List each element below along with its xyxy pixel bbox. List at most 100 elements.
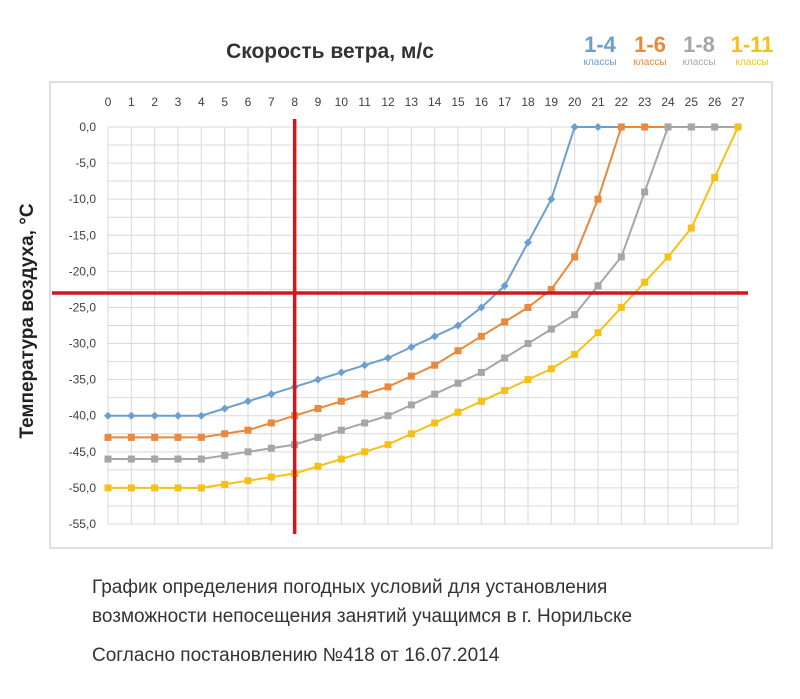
point-1-6-7 xyxy=(267,419,275,427)
y-tick-label-9: -45,0 xyxy=(69,445,97,459)
plot-frame xyxy=(49,81,773,549)
legend-item-1-11: 1-11 классы xyxy=(723,32,781,69)
x-tick-label-4: 4 xyxy=(198,95,205,109)
legend-key-1-8: 1-8 xyxy=(683,32,715,57)
series-line-1-8 xyxy=(108,126,738,461)
point-1-8-17 xyxy=(501,354,509,362)
x-tick-label-18: 18 xyxy=(521,95,535,109)
x-tick-label-0: 0 xyxy=(105,95,112,109)
point-1-8-3 xyxy=(174,455,182,463)
point-1-4-6 xyxy=(244,397,252,406)
caption-line-1: График определения погодных условий для … xyxy=(92,577,608,598)
point-1-4-20 xyxy=(570,123,579,131)
point-1-8-2 xyxy=(151,455,159,463)
point-1-4-16 xyxy=(477,303,486,312)
series-1-11 xyxy=(104,123,742,492)
point-1-8-5 xyxy=(221,451,229,459)
y-tick-label-0: 0,0 xyxy=(79,120,96,134)
series-line-1-11 xyxy=(108,126,739,489)
point-1-6-2 xyxy=(151,433,159,441)
point-1-8-18 xyxy=(524,340,532,348)
x-tick-label-9: 9 xyxy=(315,95,322,109)
x-tick-label-16: 16 xyxy=(475,95,489,109)
point-1-8-10 xyxy=(337,426,345,434)
point-1-4-0 xyxy=(104,411,112,420)
x-tick-label-14: 14 xyxy=(428,95,442,109)
point-1-6-0 xyxy=(104,433,112,441)
x-tick-label-20: 20 xyxy=(568,95,582,109)
chart: 0 1 2 3 4 5 6 7 8 9 10 11 12 13 14 15 16 17 18 19 20 21 22 23 24… xyxy=(49,81,773,549)
legend-key-1-4: 1-4 xyxy=(584,32,616,57)
point-1-8-21 xyxy=(594,282,602,290)
x-tick-label-2: 2 xyxy=(151,95,158,109)
point-1-11-18 xyxy=(524,376,532,384)
point-1-8-9 xyxy=(314,433,322,441)
point-1-8-26 xyxy=(711,123,719,131)
point-1-6-20 xyxy=(571,253,579,261)
y-tick-label-1: -5,0 xyxy=(75,156,96,170)
point-1-6-11 xyxy=(361,390,369,398)
y-tick-label-4: -20,0 xyxy=(69,264,97,278)
point-1-6-6 xyxy=(244,426,252,434)
y-tick-label-8: -40,0 xyxy=(69,409,97,423)
legend-item-1-8: 1-8 классы xyxy=(676,32,722,69)
x-tick-label-1: 1 xyxy=(128,95,135,109)
legend-sub-1-6: классы xyxy=(633,57,667,68)
y-tick-label-2: -10,0 xyxy=(69,192,97,206)
point-1-11-22 xyxy=(617,303,625,311)
x-tick-label-3: 3 xyxy=(175,95,182,109)
point-1-6-22 xyxy=(617,123,625,131)
x-tick-label-15: 15 xyxy=(451,95,465,109)
point-1-4-15 xyxy=(454,321,462,330)
point-1-11-19 xyxy=(547,365,555,373)
x-tick-label-5: 5 xyxy=(221,95,228,109)
point-1-4-13 xyxy=(407,343,416,352)
point-1-8-15 xyxy=(454,379,462,387)
point-1-11-7 xyxy=(267,473,275,481)
legend-sub-1-11: классы xyxy=(735,57,769,68)
point-1-11-12 xyxy=(384,441,392,449)
x-tick-label-22: 22 xyxy=(615,95,629,109)
point-1-8-7 xyxy=(267,444,275,452)
point-1-8-19 xyxy=(547,325,555,333)
legend-key-1-6: 1-6 xyxy=(634,32,666,57)
point-1-6-4 xyxy=(197,433,205,441)
point-1-11-9 xyxy=(314,462,322,470)
point-1-8-16 xyxy=(477,368,485,376)
point-1-11-24 xyxy=(664,253,672,261)
legend-sub-1-8: классы xyxy=(682,57,716,68)
x-tick-label-23: 23 xyxy=(638,95,652,109)
point-1-6-9 xyxy=(314,405,322,413)
point-1-6-12 xyxy=(384,383,392,391)
point-1-11-11 xyxy=(361,448,369,456)
point-1-4-12 xyxy=(384,353,392,362)
point-1-11-13 xyxy=(407,430,415,438)
legend-item-1-4: 1-4 классы xyxy=(576,32,624,69)
x-tick-label-26: 26 xyxy=(708,95,722,109)
point-1-6-18 xyxy=(524,303,532,311)
point-1-6-17 xyxy=(501,318,509,326)
point-1-8-12 xyxy=(384,412,392,420)
x-tick-label-17: 17 xyxy=(498,95,512,109)
point-1-11-23 xyxy=(641,278,649,286)
point-1-4-10 xyxy=(337,368,346,377)
y-tick-label-3: -15,0 xyxy=(69,228,97,242)
series-line-1-6 xyxy=(108,126,738,439)
x-tick-labels: 0 1 2 3 4 5 6 7 8 9 10 11 12 13 14 15 16 17 18 19 20 21 22 23 24… xyxy=(105,95,745,109)
chart-title: Скорость ветра, м/с xyxy=(226,40,434,63)
point-1-8-11 xyxy=(361,419,369,427)
point-1-4-19 xyxy=(547,195,556,204)
point-1-4-9 xyxy=(314,375,322,384)
legend-sub-1-4: классы xyxy=(583,57,617,68)
point-1-11-3 xyxy=(174,484,182,492)
grid xyxy=(107,126,739,525)
point-1-6-10 xyxy=(337,397,345,405)
legend-key-1-11: 1-11 xyxy=(730,32,774,57)
point-1-6-23 xyxy=(641,123,649,131)
point-1-11-27 xyxy=(734,123,742,131)
point-1-6-14 xyxy=(431,361,439,369)
legend-item-1-6: 1-6 классы xyxy=(626,32,674,69)
x-tick-label-12: 12 xyxy=(381,95,395,109)
point-1-4-18 xyxy=(524,238,532,247)
y-tick-label-11: -55,0 xyxy=(69,517,97,531)
